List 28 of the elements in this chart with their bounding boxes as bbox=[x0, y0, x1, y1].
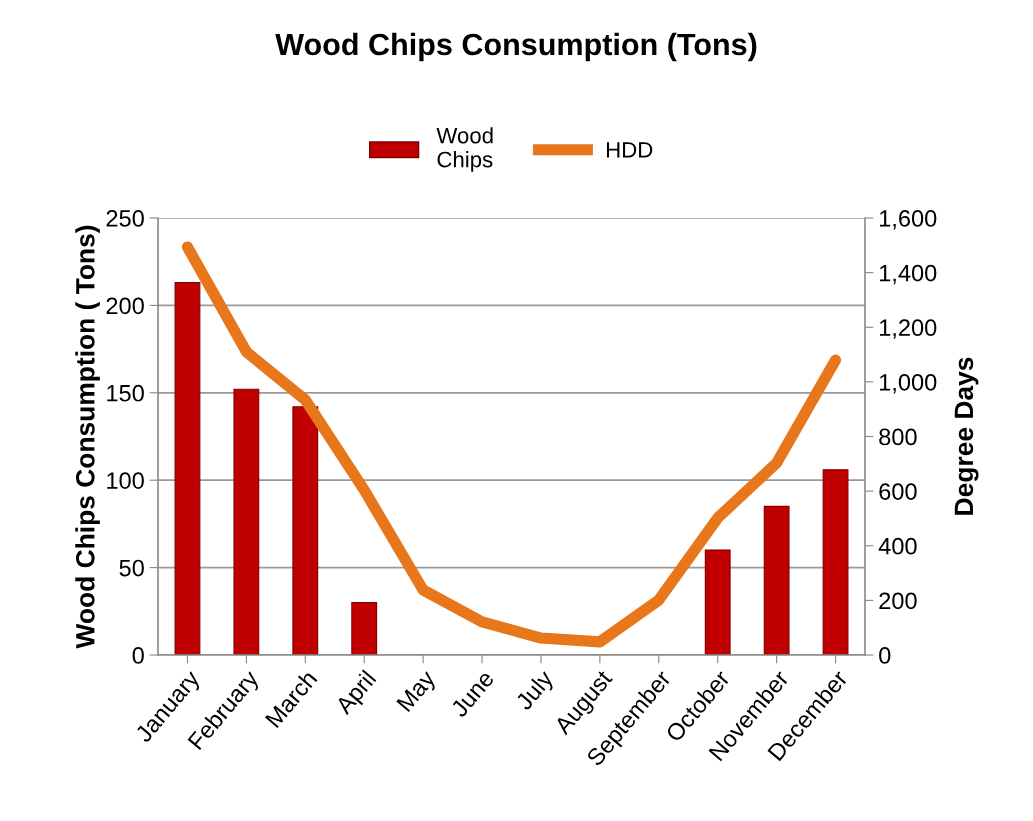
y2-tick-label: 1,400 bbox=[879, 264, 937, 285]
y2-tick-label: 1,600 bbox=[879, 210, 937, 230]
x-tick-label: July bbox=[514, 668, 558, 715]
y2-tick-label: 800 bbox=[879, 428, 917, 446]
bar bbox=[763, 505, 790, 655]
y2-tick-label: 1,000 bbox=[879, 373, 937, 394]
y-tick-label: 150 bbox=[107, 384, 144, 402]
y-tick-label: 200 bbox=[106, 297, 144, 315]
bar bbox=[292, 406, 319, 655]
y-tick-label: 100 bbox=[107, 472, 144, 489]
chart-title: Wood Chips Consumption (Tons) bbox=[275, 32, 757, 62]
bar bbox=[174, 282, 201, 655]
legend-label: HDD bbox=[606, 142, 653, 158]
y2-tick-label: 400 bbox=[878, 537, 917, 555]
bar bbox=[704, 549, 731, 655]
y2-axis-title: Degree Days bbox=[954, 357, 979, 515]
y-tick-label: 250 bbox=[106, 210, 144, 227]
y-tick-label: 0 bbox=[132, 647, 144, 664]
bar bbox=[351, 602, 378, 655]
y2-tick-label: 0 bbox=[879, 647, 891, 664]
y2-tick-label: 600 bbox=[879, 483, 917, 500]
y-tick-label: 50 bbox=[119, 559, 144, 577]
legend-label: Wood Chips bbox=[436, 127, 493, 172]
bar bbox=[233, 388, 260, 655]
y2-tick-label: 200 bbox=[879, 592, 917, 610]
bar bbox=[822, 469, 849, 655]
y2-tick-label: 1,200 bbox=[879, 319, 937, 339]
y-axis-title: Wood Chips Consumption ( Tons) bbox=[75, 225, 100, 649]
